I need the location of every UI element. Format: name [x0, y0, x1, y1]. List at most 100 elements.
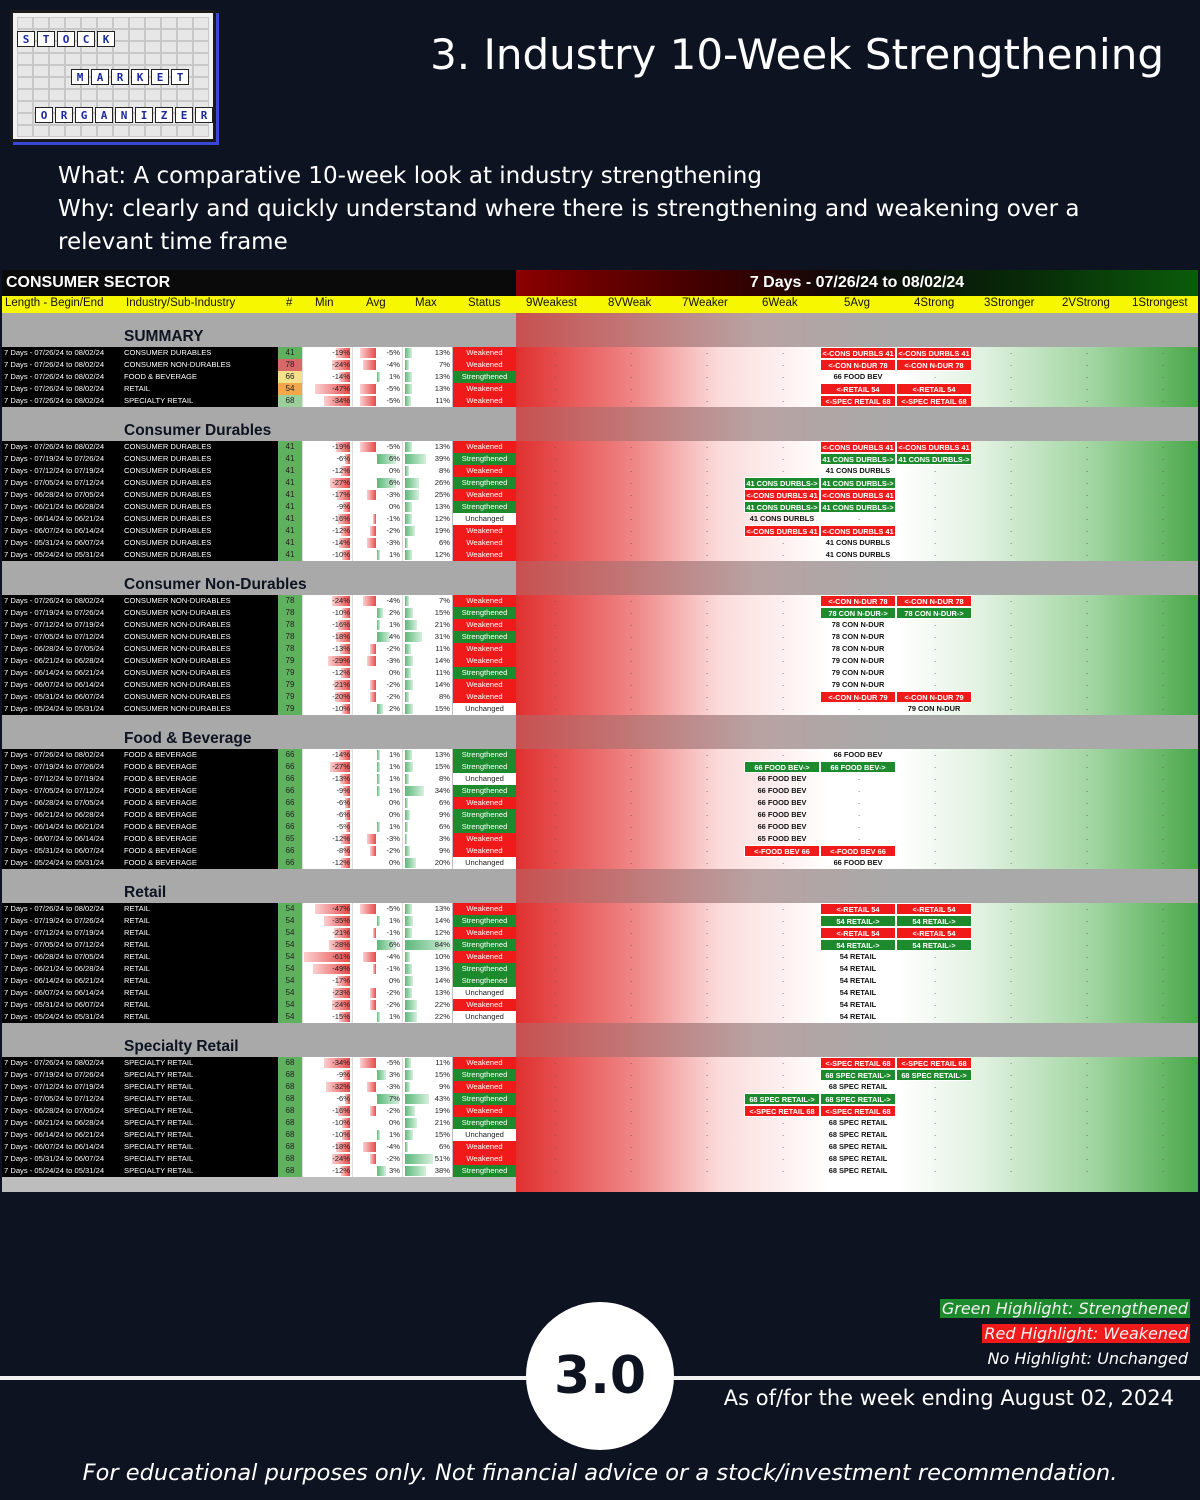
level-dot: .: [1010, 987, 1013, 996]
level-dot: .: [554, 963, 557, 972]
level-dot: .: [782, 347, 785, 356]
row-max-bar: [405, 704, 414, 714]
row-count: 66: [278, 797, 302, 809]
section-header-left: [2, 561, 516, 595]
row-industry: FOOD & BEVERAGE: [124, 786, 198, 795]
row-status: Strengthened: [453, 667, 516, 679]
row-max-value: 14%: [434, 976, 450, 985]
row-industry: CONSUMER NON-DURABLES: [124, 608, 231, 617]
level-dot: .: [554, 691, 557, 700]
table-row: 7 Days - 07/19/24 to 07/26/24 FOOD & BEVE…: [2, 761, 1198, 773]
level-dot: .: [934, 963, 937, 972]
level-dot: .: [630, 915, 633, 924]
row-length: 7 Days - 06/07/24 to 06/14/24: [4, 680, 105, 689]
row-avg-value: -3%: [386, 538, 400, 547]
row-length: 7 Days - 05/31/24 to 06/07/24: [4, 846, 105, 855]
row-avg-bar: [360, 348, 376, 358]
row-min: -10%: [302, 703, 352, 715]
row-max-bar: [405, 466, 410, 476]
row-min-bar: [331, 1154, 350, 1164]
level-dot: .: [706, 619, 709, 628]
row-status: Weakened: [453, 489, 516, 501]
logo-letter: A: [91, 69, 109, 85]
row-max: 22%: [402, 999, 452, 1011]
row-length: 7 Days - 06/28/24 to 07/05/24: [4, 952, 105, 961]
level-dot: .: [1010, 1117, 1013, 1126]
section-header: SUMMARY: [2, 313, 1198, 347]
row-count: 54: [278, 939, 302, 951]
row-status: Strengthened: [453, 939, 516, 951]
table-row: 7 Days - 07/26/24 to 08/02/24 SPECIALTY R…: [2, 395, 1198, 407]
level-dot: .: [1010, 465, 1013, 474]
logo-letter: A: [95, 107, 113, 123]
level-dot: .: [706, 691, 709, 700]
row-min-value: -27%: [332, 478, 350, 487]
row-min-value: -13%: [332, 774, 350, 783]
row-avg: -4%: [352, 595, 402, 607]
level-dot: .: [1010, 395, 1013, 404]
level-dot: .: [1010, 903, 1013, 912]
level-dot: .: [554, 1117, 557, 1126]
level-dot: .: [1162, 1011, 1165, 1020]
level-dot: .: [554, 441, 557, 450]
row-count: 66: [278, 773, 302, 785]
level-dot: .: [782, 631, 785, 640]
level-dot: .: [1010, 383, 1013, 392]
row-status: Weakened: [453, 441, 516, 453]
row-max-bar: [405, 846, 410, 856]
level-dot: .: [706, 1081, 709, 1090]
level-dot: .: [1086, 359, 1089, 368]
strength-tag: <-SPEC RETAIL 68: [744, 1105, 820, 1117]
row-avg-value: -5%: [386, 904, 400, 913]
logo-letter: I: [135, 107, 153, 123]
logo-grid-cell: [33, 65, 49, 77]
row-max: 34%: [402, 785, 452, 797]
sector-title: CONSUMER SECTOR: [2, 270, 516, 296]
level-dot: .: [630, 1081, 633, 1090]
level-dot: .: [1086, 619, 1089, 628]
strength-tag: 66 FOOD BEV: [833, 750, 883, 759]
logo-grid-cell: [113, 53, 129, 65]
level-dot: .: [706, 501, 709, 510]
logo-grid-cell: [33, 125, 49, 137]
table-row: 7 Days - 07/05/24 to 07/12/24 FOOD & BEVE…: [2, 785, 1198, 797]
row-max: 9%: [402, 1081, 452, 1093]
level-dot: .: [1086, 595, 1089, 604]
row-max: 22%: [402, 1011, 452, 1023]
table-row: 7 Days - 07/26/24 to 08/02/24 SPECIALTY R…: [2, 1057, 1198, 1069]
row-avg-bar: [360, 396, 376, 406]
row-avg-bar: [369, 1154, 376, 1164]
level-dot: .: [1086, 371, 1089, 380]
row-avg: 0%: [352, 501, 402, 513]
strength-tag: <-CONS DURBLS 41: [820, 347, 896, 359]
strength-tag: 41 CONS DURBLS->: [744, 477, 820, 489]
table-row: 7 Days - 07/19/24 to 07/26/24 CONSUMER NO…: [2, 607, 1198, 619]
row-level-dots: ........ 66 FOOD BEV: [516, 809, 1198, 821]
row-min-value: -15%: [332, 1012, 350, 1021]
table-row: 7 Days - 07/19/24 to 07/26/24 CONSUMER DU…: [2, 453, 1198, 465]
row-level-dots: ....... <-SPEC RETAIL 68 <-SPEC RETAIL 68: [516, 1105, 1198, 1117]
row-max: 38%: [402, 1165, 452, 1177]
row-count: 78: [278, 595, 302, 607]
level-dot: .: [934, 999, 937, 1008]
level-dot: .: [706, 347, 709, 356]
logo-grid-cell: [145, 89, 161, 101]
row-avg-value: 1%: [389, 750, 400, 759]
row-count: 41: [278, 453, 302, 465]
level-dot: .: [630, 975, 633, 984]
row-max-bar: [405, 596, 409, 606]
row-avg-value: 1%: [389, 822, 400, 831]
row-max-bar: [405, 526, 416, 536]
row-max-value: 9%: [439, 846, 450, 855]
level-dot: .: [706, 749, 709, 758]
row-count: 66: [278, 785, 302, 797]
row-min-bar: [304, 952, 350, 962]
row-label: 7 Days - 06/07/24 to 06/14/24 RETAIL: [2, 987, 278, 999]
row-count: 68: [278, 1093, 302, 1105]
row-max-value: 11%: [435, 668, 450, 677]
level-dot: .: [858, 703, 861, 712]
level-dot: .: [1162, 371, 1165, 380]
row-length: 7 Days - 07/05/24 to 07/12/24: [4, 632, 105, 641]
row-status: Weakened: [453, 465, 516, 477]
level-dot: .: [1162, 453, 1165, 462]
